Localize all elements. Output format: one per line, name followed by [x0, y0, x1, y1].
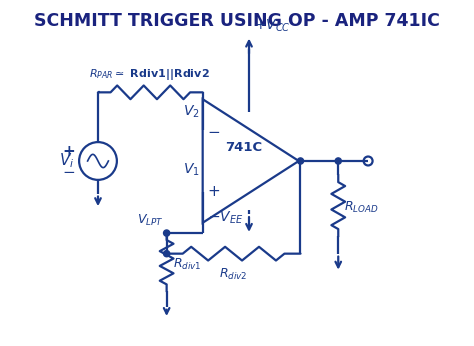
Circle shape — [164, 230, 170, 236]
Circle shape — [335, 158, 341, 164]
Text: $R_{div1}$: $R_{div1}$ — [173, 256, 201, 272]
Circle shape — [297, 158, 303, 164]
Text: $+V_{CC}$: $+V_{CC}$ — [254, 18, 291, 34]
Text: $R_{PAR}$$\simeq$ Rdiv1||Rdiv2: $R_{PAR}$$\simeq$ Rdiv1||Rdiv2 — [90, 67, 210, 82]
Text: $V_1$: $V_1$ — [182, 162, 199, 178]
Text: $-$: $-$ — [62, 163, 75, 178]
Text: $R_{div2}$: $R_{div2}$ — [219, 267, 248, 282]
Text: $V_i$: $V_i$ — [59, 152, 74, 170]
Text: SCHMITT TRIGGER USING OP - AMP 741IC: SCHMITT TRIGGER USING OP - AMP 741IC — [34, 12, 440, 30]
Text: $R_{LOAD}$: $R_{LOAD}$ — [345, 200, 379, 215]
Circle shape — [164, 251, 170, 257]
Text: $-$: $-$ — [207, 122, 220, 138]
Text: $V_2$: $V_2$ — [182, 103, 199, 120]
Text: +: + — [62, 144, 75, 159]
Text: 741C: 741C — [225, 141, 263, 154]
Text: $V_{LPT}$: $V_{LPT}$ — [137, 213, 163, 228]
Text: $-V_{EE}$: $-V_{EE}$ — [209, 209, 244, 226]
Text: $+$: $+$ — [207, 184, 220, 199]
